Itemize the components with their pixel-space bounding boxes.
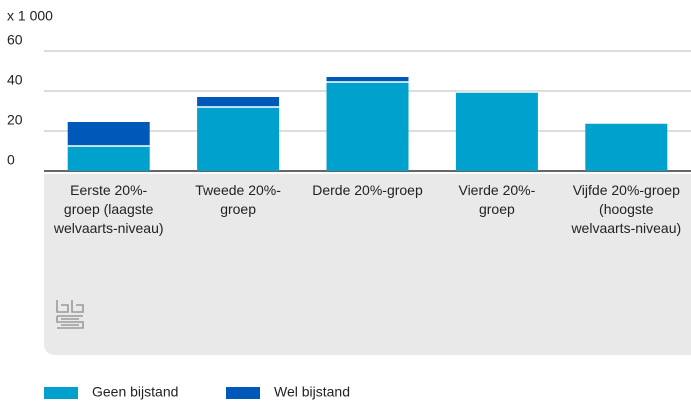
bar-segment — [326, 77, 409, 82]
bar-segment — [455, 92, 538, 171]
bar-segment — [67, 122, 150, 146]
y-tick-label: 40 — [7, 72, 23, 88]
bar-segment — [197, 97, 280, 107]
bar-segment — [585, 123, 668, 171]
bar-segment — [67, 146, 150, 171]
y-tick-label: 20 — [7, 112, 23, 128]
logo — [56, 300, 84, 329]
panel — [44, 174, 691, 355]
legend-swatch — [44, 387, 78, 399]
legend-label: Wel bijstand — [274, 384, 350, 400]
y-tick-label: 0 — [7, 152, 15, 168]
legend-swatch — [226, 387, 260, 399]
legend-label: Geen bijstand — [92, 384, 178, 400]
x-tick-label: Vijfde 20%-groep (hoogste welvaarts-nive… — [571, 182, 682, 236]
x-tick-label: Derde 20%-groep — [312, 182, 423, 198]
bar-segment — [197, 107, 280, 171]
y-tick-label: 60 — [7, 32, 23, 48]
x-tick-label: Vierde 20%-groep — [458, 182, 536, 217]
unit-label: x 1 000 — [7, 8, 53, 24]
x-tick-label: Tweede 20%-groep — [195, 182, 281, 217]
x-tick-label: Eerste 20%-groep (laagste welvaarts-nive… — [53, 182, 164, 236]
bar-segment — [326, 82, 409, 171]
